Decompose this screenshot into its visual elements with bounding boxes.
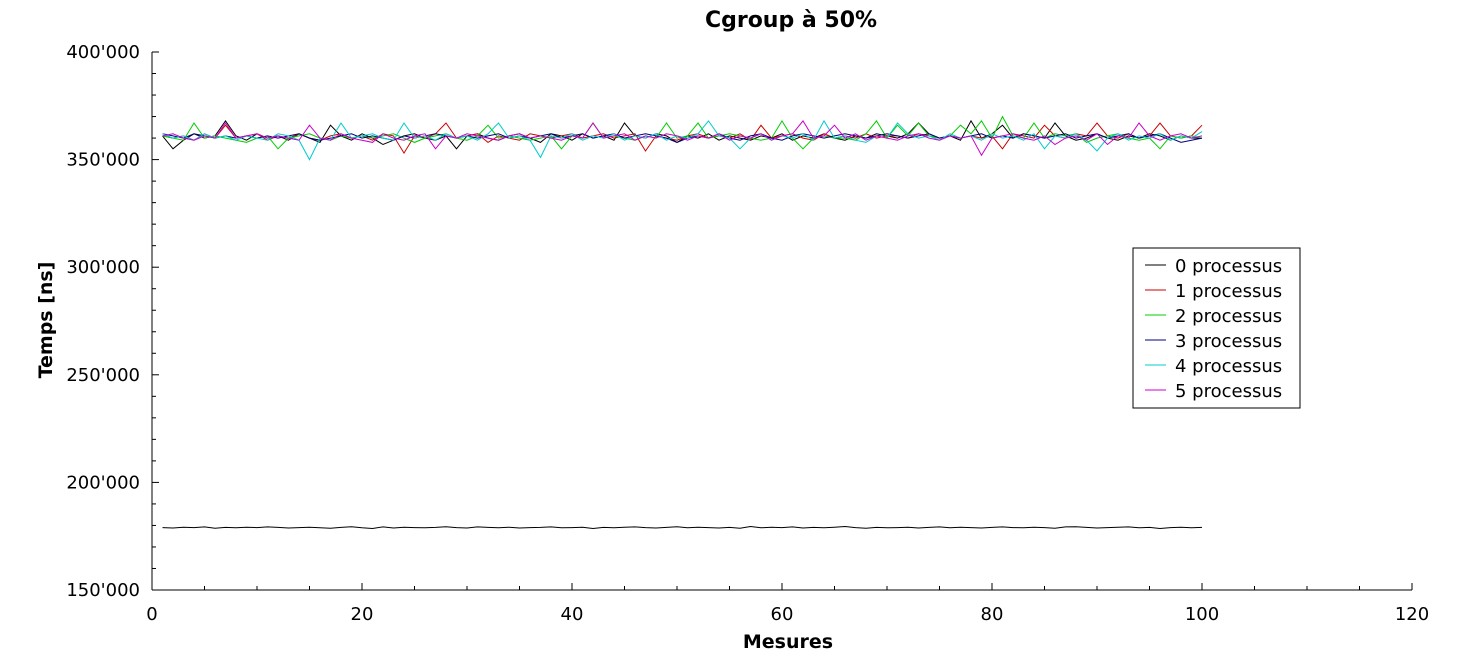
series-line-0 [162,525,1203,530]
x-tick-label: 60 [771,604,794,625]
series-line-1 [162,119,1202,150]
plot-lines [162,115,1203,530]
legend-label: 3 processus [1175,331,1282,352]
series-line-3 [162,115,1203,150]
y-tick-label: 200'000 [66,472,140,493]
x-axis-title: Mesures [743,631,833,653]
legend-label: 4 processus [1175,356,1282,377]
legend-label: 1 processus [1175,281,1282,302]
y-tick-label: 350'000 [66,150,140,171]
chart-title: Cgroup à 50% [705,8,877,33]
y-axis-title: Temps [ns] [35,262,57,379]
legend-label: 2 processus [1175,306,1282,327]
legend-box [1132,247,1301,409]
x-tick-label: 0 [146,604,157,625]
x-tick-label: 120 [1395,604,1429,625]
x-tick-label: 80 [981,604,1004,625]
y-tick-label: 250'000 [66,365,140,386]
x-axis-ticks: 0 20 40 60 80 100 120 [146,583,1429,625]
x-tick-label: 100 [1185,604,1219,625]
x-tick-label: 20 [351,604,374,625]
legend-label: 0 processus [1175,256,1282,277]
series-line-5 [162,119,1203,161]
legend-label: 5 processus [1175,381,1282,402]
y-tick-label: 300'000 [66,257,140,278]
legend: 0 processus 1 processus 2 processus 3 proce… [1132,247,1301,409]
y-tick-label: 150'000 [66,580,140,601]
series-line-6 [162,120,1203,157]
y-axis-ticks: 150'000 200'000 250'000 300'000 350'000 400'0… [66,42,159,601]
x-tick-label: 40 [561,604,584,625]
y-tick-label: 400'000 [66,42,140,63]
